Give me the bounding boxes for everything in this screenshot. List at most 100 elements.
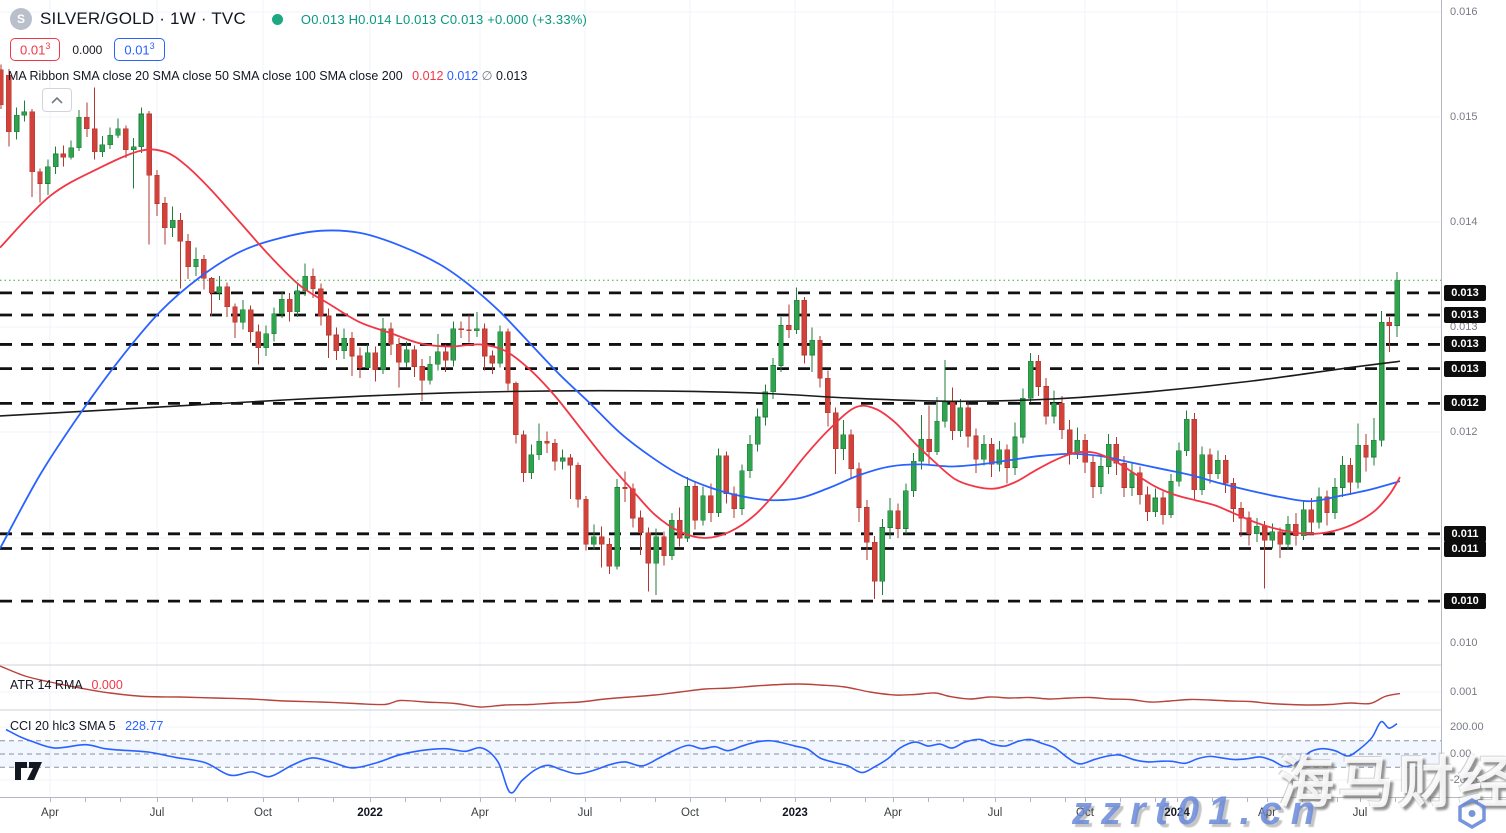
time-axis-tick xyxy=(585,798,586,802)
atr-title: ATR 14 RMA xyxy=(10,678,83,692)
price-axis-label: 0.016 xyxy=(1450,6,1478,18)
time-axis-tick xyxy=(830,798,831,802)
ma-ribbon-sma200-value: 0.013 xyxy=(496,69,528,83)
time-axis-tick xyxy=(1430,798,1431,802)
sma200-line[interactable] xyxy=(0,360,1401,417)
time-axis-label[interactable]: Oct xyxy=(1076,807,1094,819)
ma-ribbon-legend[interactable]: MA Ribbon SMA close 20 SMA close 50 SMA … xyxy=(8,68,527,83)
ohlc-values: O0.013 H0.014 L0.013 C0.013 +0.000 (+3.3… xyxy=(300,11,588,27)
level-price-label[interactable]: 0.013 xyxy=(1444,361,1486,377)
time-axis-tick xyxy=(1155,798,1156,802)
ma-ribbon-hidden-value: ∅ xyxy=(481,69,493,83)
time-axis-tick xyxy=(1065,798,1066,802)
price-axis-label: 0.010 xyxy=(1450,637,1478,649)
cci-line[interactable] xyxy=(5,720,1398,794)
horizontal-level-lines[interactable] xyxy=(0,291,1441,603)
price-axis-label: -200.00 xyxy=(1450,774,1488,786)
time-axis-label[interactable]: Oct xyxy=(681,807,699,819)
time-axis-label[interactable]: 2022 xyxy=(357,807,383,819)
price-axis-label: 0.015 xyxy=(1450,111,1478,123)
time-axis-tick xyxy=(85,798,86,802)
time-axis-tick xyxy=(157,798,158,802)
ma-ribbon-sma20-value: 0.012 xyxy=(412,69,444,83)
chevron-up-icon xyxy=(51,96,63,104)
price-axis-label: 0.013 xyxy=(1450,321,1478,333)
time-axis-tick xyxy=(1302,798,1303,802)
time-axis-tick xyxy=(480,798,481,802)
time-axis-label[interactable]: Apr xyxy=(41,807,59,819)
atr-legend[interactable]: ATR 14 RMA 0.000 xyxy=(10,678,123,692)
price-axis-label: 0.00 xyxy=(1450,748,1472,760)
time-axis-tick xyxy=(1030,798,1031,802)
buy-price-button[interactable]: 0.013 xyxy=(114,38,165,62)
symbol-logo-icon[interactable]: S xyxy=(10,8,32,30)
spread-value: 0.000 xyxy=(72,42,103,57)
time-axis-tick xyxy=(405,798,406,802)
time-axis-label[interactable]: Apr xyxy=(471,807,489,819)
time-axis-label[interactable]: Jul xyxy=(987,807,1003,819)
price-axis-label: 0.001 xyxy=(1450,686,1478,698)
time-axis-tick xyxy=(1177,798,1178,802)
time-axis-tick xyxy=(725,798,726,802)
time-axis-tick xyxy=(893,798,894,802)
sell-price: 0.01 xyxy=(20,42,46,58)
time-axis-tick xyxy=(995,798,996,802)
time-axis-label[interactable]: Jul xyxy=(1352,807,1368,819)
time-axis-tick xyxy=(1085,798,1086,802)
cci-legend[interactable]: CCI 20 hlc3 SMA 5 228.77 xyxy=(10,719,163,733)
cci-value: 228.77 xyxy=(125,719,164,733)
level-price-label[interactable]: 0.013 xyxy=(1444,336,1486,352)
tradingview-logo-icon[interactable] xyxy=(14,760,44,782)
sell-price-sup: 3 xyxy=(45,41,51,51)
time-axis-label[interactable]: 2024 xyxy=(1164,807,1190,819)
buy-price-sup: 3 xyxy=(149,41,155,51)
time-axis-tick xyxy=(1337,798,1338,802)
time-axis-tick xyxy=(1120,798,1121,802)
time-axis-label[interactable]: Jul xyxy=(577,807,593,819)
time-axis-tick xyxy=(963,798,964,802)
buy-price: 0.01 xyxy=(124,42,150,58)
sma20-line[interactable] xyxy=(0,148,1401,539)
ma-ribbon-label: MA Ribbon SMA close 20 SMA close 50 SMA … xyxy=(8,69,403,83)
time-axis-label[interactable]: Apr xyxy=(884,807,902,819)
time-axis-tick xyxy=(760,798,761,802)
price-axis-label: 0.014 xyxy=(1450,216,1478,228)
time-axis-tick xyxy=(1247,798,1248,802)
level-price-label[interactable]: 0.011 xyxy=(1444,541,1486,557)
candlestick-series xyxy=(0,64,1400,600)
time-axis-tick xyxy=(515,798,516,802)
time-axis-tick xyxy=(1267,798,1268,802)
price-axis-label: 0.012 xyxy=(1450,426,1478,438)
sell-price-button[interactable]: 0.013 xyxy=(10,38,61,62)
level-price-label[interactable]: 0.012 xyxy=(1444,395,1486,411)
level-price-label[interactable]: 0.010 xyxy=(1444,593,1486,609)
time-axis-tick xyxy=(655,798,656,802)
price-axis[interactable]: 0.016 0.015 0.014 0.013 0.012 0.010 0.001 200.0… xyxy=(1441,0,1506,797)
atr-value: 0.000 xyxy=(91,678,123,692)
time-axis-tick xyxy=(192,798,193,802)
time-axis-tick xyxy=(690,798,691,802)
symbol-title[interactable]: SILVER/GOLD · 1W · TVC xyxy=(40,9,246,28)
atr-line[interactable] xyxy=(0,665,1401,708)
time-axis-tick xyxy=(550,798,551,802)
collapse-indicator-button[interactable] xyxy=(42,88,72,112)
time-axis-label[interactable]: 2023 xyxy=(782,807,808,819)
chart-canvas[interactable] xyxy=(0,0,1441,833)
time-axis-label[interactable]: Jul xyxy=(149,807,165,819)
time-axis-tick xyxy=(298,798,299,802)
time-axis-tick xyxy=(928,798,929,802)
market-status-icon[interactable] xyxy=(271,13,283,25)
time-axis-tick xyxy=(227,798,228,802)
symbol-header: S SILVER/GOLD · 1W · TVC O0.013 H0.014 L… xyxy=(10,8,587,30)
time-axis-tick xyxy=(795,798,796,802)
level-price-label[interactable]: 0.013 xyxy=(1444,285,1486,301)
sma50-line[interactable] xyxy=(0,229,1401,549)
time-axis[interactable]: Apr Jul Oct 2022 Apr Jul Oct 2023 Apr Jul Oct 2024 A… xyxy=(0,797,1506,833)
level-price-label[interactable]: 0.011 xyxy=(1444,526,1486,542)
time-axis-tick xyxy=(263,798,264,802)
level-price-label[interactable]: 0.013 xyxy=(1444,307,1486,323)
gridlines xyxy=(0,0,1441,797)
time-axis-label[interactable]: Apr xyxy=(1258,807,1276,819)
time-axis-tick xyxy=(1360,798,1361,802)
time-axis-label[interactable]: Oct xyxy=(254,807,272,819)
